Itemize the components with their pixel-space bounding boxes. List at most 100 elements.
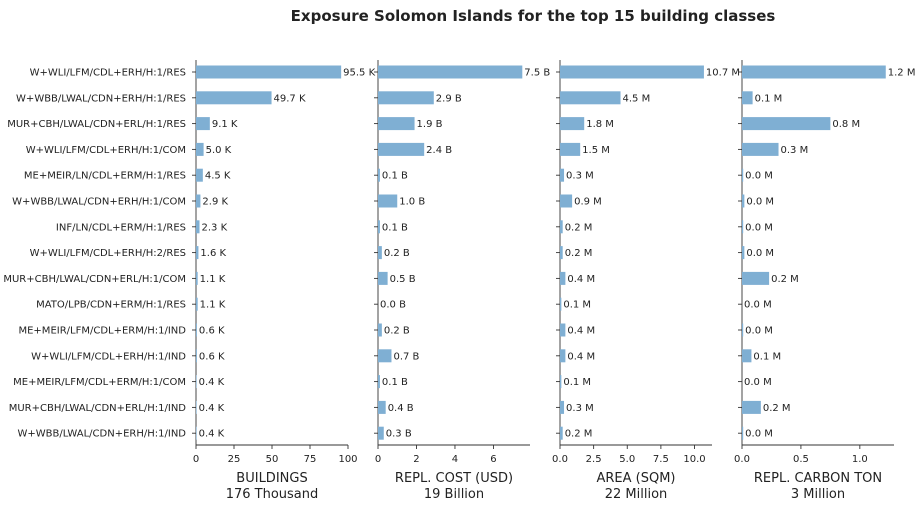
panel-1-value-label-11: 0.6 K	[199, 326, 225, 337]
panel-4-bar-1	[742, 65, 886, 79]
category-label-4: W+WLI/LFM/CDL+ERH/H:1/COM	[26, 145, 186, 156]
panel-3-value-label-5: 0.3 M	[566, 171, 594, 182]
panel-3-bar-5	[560, 168, 565, 182]
panel-3-bar-7	[560, 220, 563, 234]
category-label-13: ME+MEIR/LFM/CDL+ERM/H:1/COM	[13, 377, 186, 388]
panel-1-total-subtitle: 176 Thousand	[226, 487, 319, 502]
panel-4-bar-4	[742, 142, 779, 156]
category-label-5: ME+MEIR/LN/CDL+ERM/H:1/RES	[24, 171, 186, 182]
panel-3-bar-1	[560, 65, 704, 79]
panel-2-value-label-15: 0.3 B	[386, 429, 412, 440]
panel-1-bar-13	[196, 375, 197, 389]
panel-4-bar-7	[742, 220, 744, 234]
category-label-12: W+WLI/LFM/CDL+ERH/H:1/IND	[31, 351, 186, 362]
panel-2-x-tick-label: 4	[452, 454, 458, 465]
panel-3-value-label-11: 0.4 M	[567, 326, 595, 337]
panel-2-value-label-2: 2.9 B	[436, 93, 462, 104]
panel-3-value-label-10: 0.1 M	[563, 300, 591, 311]
panel-1-value-label-7: 2.3 K	[201, 222, 227, 233]
panel-2-bar-11	[378, 323, 382, 337]
panel-1-x-tick-label: 0	[193, 454, 199, 465]
panel-1-value-label-2: 49.7 K	[274, 93, 306, 104]
panel-4-value-label-4: 0.3 M	[781, 145, 809, 156]
panel-2-value-label-7: 0.1 B	[382, 222, 408, 233]
panel-2-x-axis-title: REPL. COST (USD)	[395, 471, 513, 486]
panel-1-value-label-15: 0.4 K	[199, 429, 225, 440]
panel-3-value-label-14: 0.3 M	[566, 403, 594, 414]
panel-1-value-label-14: 0.4 K	[199, 403, 225, 414]
panel-4-value-label-13: 0.0 M	[744, 377, 772, 388]
panel-1-x-tick-label: 100	[338, 454, 357, 465]
panel-4-value-label-7: 0.0 M	[745, 222, 773, 233]
panel-2-bar-4	[378, 142, 425, 156]
panel-2-bar-12	[378, 349, 392, 363]
panel-4-value-label-11: 0.0 M	[745, 326, 773, 337]
panel-3-value-label-15: 0.2 M	[565, 429, 593, 440]
panel-4-value-label-2: 0.1 M	[755, 93, 783, 104]
panel-1-value-label-1: 95.5 K	[343, 68, 375, 79]
panel-1-x-tick-label: 25	[228, 454, 241, 465]
chart-title: Exposure Solomon Islands for the top 15 …	[290, 7, 776, 25]
panel-2-bar-7	[378, 220, 380, 234]
panel-4-x-tick-label: 0.5	[793, 454, 809, 465]
panel-2-value-label-6: 1.0 B	[399, 197, 425, 208]
panel-1-bar-14	[196, 400, 197, 414]
panel-3-bar-12	[560, 349, 566, 363]
panel-2-bar-13	[378, 375, 380, 389]
panel-4-x-tick-label: 0.0	[734, 454, 750, 465]
panel-4-value-label-15: 0.0 M	[745, 429, 773, 440]
panel-1-value-label-6: 2.9 K	[202, 197, 228, 208]
panel-4-bar-15	[742, 426, 744, 440]
panel-4-x-tick-label: 1.0	[852, 454, 868, 465]
panel-1-x-tick-label: 50	[266, 454, 279, 465]
panel-1-bar-7	[196, 220, 200, 234]
panel-4-bar-6	[742, 194, 745, 208]
panel-1-value-label-5: 4.5 K	[205, 171, 231, 182]
panel-1-bar-11	[196, 323, 197, 337]
panel-2-total-subtitle: 19 Billion	[424, 487, 484, 502]
panel-1-x-tick-label: 75	[304, 454, 317, 465]
panel-4-bar-14	[742, 400, 761, 414]
panel-2-bar-3	[378, 117, 415, 131]
panel-3-value-label-6: 0.9 M	[574, 197, 602, 208]
category-label-7: INF/LN/CDL+ERM/H:1/RES	[56, 222, 186, 233]
panel-3-bar-8	[560, 246, 563, 260]
panel-1-x-axis-title: BUILDINGS	[236, 471, 307, 486]
panel-4-value-label-12: 0.1 M	[753, 351, 781, 362]
panel-3-bar-9	[560, 271, 566, 285]
panel-4-bar-8	[742, 246, 745, 260]
panel-3-x-tick-label: 0.0	[552, 454, 568, 465]
panel-1-value-label-9: 1.1 K	[200, 274, 226, 285]
panel-1-value-label-13: 0.4 K	[199, 377, 225, 388]
panel-3-bar-14	[560, 400, 565, 414]
panel-4-value-label-6: 0.0 M	[746, 197, 774, 208]
panel-3-value-label-13: 0.1 M	[563, 377, 591, 388]
panel-2-x-tick-label: 2	[413, 454, 419, 465]
panel-3-total-subtitle: 22 Million	[605, 487, 668, 502]
panel-2-value-label-5: 0.1 B	[382, 171, 408, 182]
panel-3-value-label-1: 10.7 M	[706, 68, 740, 79]
panel-1-bar-6	[196, 194, 201, 208]
category-label-11: ME+MEIR/LFM/CDL+ERM/H:1/IND	[18, 326, 186, 337]
panel-3-x-tick-label: 2.5	[586, 454, 602, 465]
panel-2-value-label-14: 0.4 B	[388, 403, 414, 414]
panel-4-value-label-8: 0.0 M	[746, 248, 774, 259]
panel-4-total-subtitle: 3 Million	[791, 487, 845, 502]
panel-4-value-label-5: 0.0 M	[745, 171, 773, 182]
panel-4-x-axis-title: REPL. CARBON TON	[754, 471, 882, 486]
category-label-10: MATO/LPB/CDN+ERM/H:1/RES	[36, 300, 186, 311]
panel-4-bar-12	[742, 349, 752, 363]
panel-4-value-label-3: 0.8 M	[832, 119, 860, 130]
category-label-8: W+WLI/LFM/CDL+ERH/H:2/RES	[30, 248, 186, 259]
panel-4-bar-3	[742, 117, 831, 131]
panel-3-value-label-12: 0.4 M	[567, 351, 595, 362]
panel-3-bar-15	[560, 426, 563, 440]
panel-2-value-label-3: 1.9 B	[417, 119, 443, 130]
panel-3-bar-4	[560, 142, 581, 156]
panel-1-bar-15	[196, 426, 197, 440]
panel-2-bar-14	[378, 400, 386, 414]
category-label-9: MUR+CBH/LWAL/CDN+ERL/H:1/COM	[3, 274, 186, 285]
panel-2-bar-5	[378, 168, 380, 182]
panel-2-value-label-8: 0.2 B	[384, 248, 410, 259]
panel-3-value-label-2: 4.5 M	[623, 93, 651, 104]
